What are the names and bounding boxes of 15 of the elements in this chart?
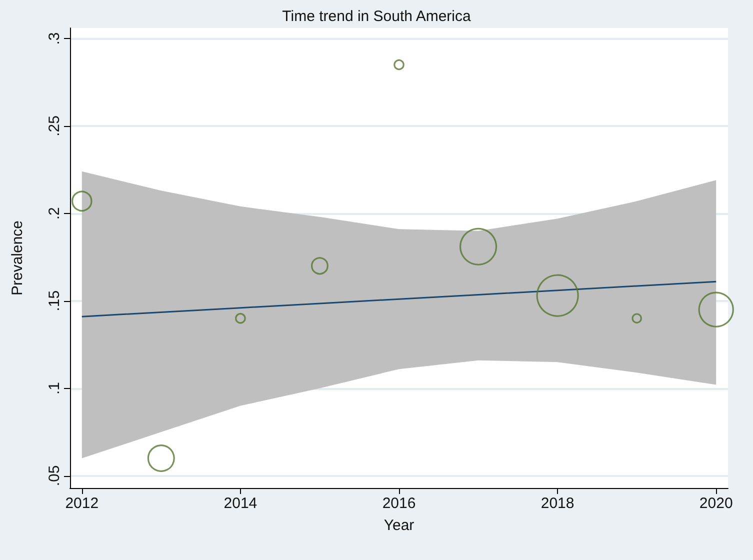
y-axis-title: Prevalence bbox=[9, 220, 26, 296]
y-tick-label: .1 bbox=[46, 382, 63, 395]
y-tick-label: .05 bbox=[46, 465, 63, 486]
line-series bbox=[81, 280, 717, 318]
y-tick-label: .15 bbox=[46, 290, 63, 312]
x-tick-label: 2018 bbox=[540, 495, 574, 512]
x-tick-label: 2016 bbox=[382, 495, 416, 512]
x-tick-label: 2012 bbox=[65, 495, 99, 512]
y-tick-label: .3 bbox=[46, 32, 63, 45]
y-tick-label: .2 bbox=[46, 207, 63, 220]
x-tick-label: 2020 bbox=[699, 495, 733, 512]
x-axis-title: Year bbox=[384, 517, 414, 534]
chart-title: Time trend in South America bbox=[282, 8, 472, 25]
y-tick-label: .25 bbox=[46, 116, 63, 136]
x-tick-label: 2014 bbox=[224, 495, 258, 512]
